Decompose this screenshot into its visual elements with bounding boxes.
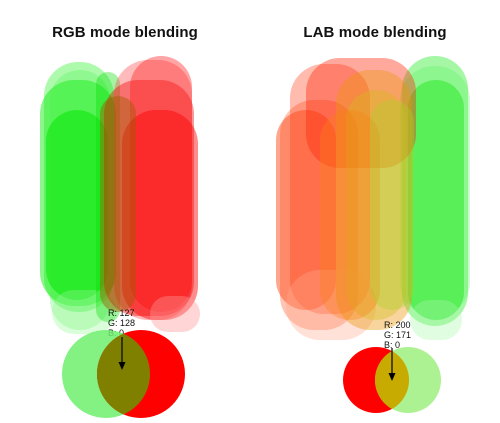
rgb-venn-overlap	[97, 330, 150, 418]
red-stroke	[104, 80, 194, 316]
rgb-readout-green: G: 128	[108, 318, 136, 328]
blend-stroke	[346, 90, 406, 320]
rgb-brush-strokes	[40, 56, 200, 334]
red-stroke	[306, 58, 416, 168]
blend-stroke	[336, 70, 412, 330]
lab-panel-title: LAB mode blending	[303, 24, 447, 41]
lab-readout-green: G: 171	[384, 330, 412, 340]
green-stroke	[46, 110, 108, 300]
rgb-venn-diagram	[62, 330, 185, 418]
rgb-panel-title: RGB mode blending	[52, 24, 198, 41]
blend-stroke	[320, 110, 380, 320]
red-stroke	[130, 56, 192, 312]
rgb-blending-panel: RGB mode blending R: 127 G: 128 B: 0	[40, 24, 200, 418]
lab-arrow-head	[388, 373, 396, 381]
red-stroke	[290, 64, 370, 314]
red-stroke	[122, 110, 198, 320]
red-stroke	[286, 270, 376, 340]
red-stroke	[150, 296, 200, 332]
lab-color-readout: R: 200 G: 171 B: 0	[384, 320, 411, 350]
lab-venn-diagram	[343, 347, 441, 413]
green-stroke	[96, 72, 120, 322]
green-stroke	[400, 66, 470, 316]
lab-readout-blue: B: 0	[384, 340, 401, 350]
green-stroke	[52, 290, 116, 334]
green-stroke	[402, 56, 468, 326]
lab-brush-strokes	[250, 0, 500, 423]
red-stroke	[276, 110, 336, 310]
rgb-arrow-head	[118, 362, 126, 370]
lab-readout-red: R: 200	[384, 320, 411, 330]
rgb-readout-red: R: 127	[108, 308, 135, 318]
green-stroke	[410, 300, 462, 340]
blend-stroke	[370, 100, 414, 310]
red-stroke	[114, 60, 192, 320]
red-stroke	[100, 96, 136, 312]
lab-blending-panel: LAB mode blending R: 200 G: 171 B: 0	[250, 0, 500, 423]
green-stroke	[408, 80, 464, 320]
